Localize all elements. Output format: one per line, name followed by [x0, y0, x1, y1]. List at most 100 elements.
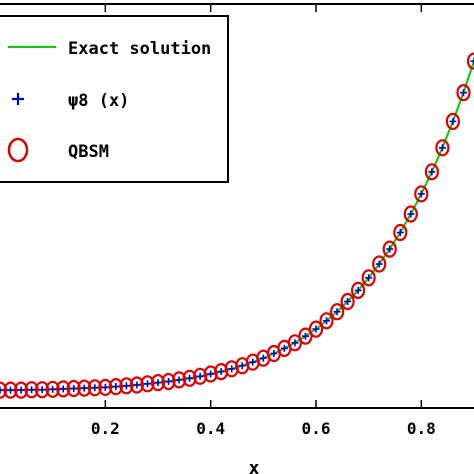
psi8-point-1: [7, 386, 15, 394]
qbsm-point-17: [172, 371, 187, 389]
psi8-point-29: [301, 332, 309, 340]
psi8-point-22: [228, 365, 236, 373]
psi8-point-35: [365, 274, 373, 282]
qbsm-point-4: [34, 381, 50, 399]
qbsm-point-34: [351, 281, 366, 299]
qbsm-point-37: [382, 240, 397, 258]
qbsm-point-16: [161, 372, 176, 391]
psi8-point-39: [407, 210, 415, 218]
psi8-point-6: [59, 385, 67, 393]
psi8-point-37: [386, 245, 394, 253]
psi8-point-30: [312, 325, 320, 333]
psi8-series: [0, 57, 474, 394]
qbsm-point-29: [298, 327, 313, 345]
qbsm-point-35: [361, 269, 376, 287]
psi8-point-17: [175, 376, 183, 384]
psi8-point-40: [417, 190, 425, 198]
legend-psi8-plus-swatch: [12, 93, 24, 105]
psi8-point-32: [333, 308, 341, 316]
psi8-point-10: [101, 383, 109, 391]
psi8-point-43: [449, 117, 457, 125]
psi8-point-8: [80, 384, 88, 392]
qbsm-point-15: [150, 374, 166, 392]
psi8-point-34: [354, 286, 362, 294]
psi8-point-24: [249, 358, 257, 366]
x-tick-label-1: 0.4: [196, 419, 225, 438]
legend-label-exact: Exact solution: [68, 39, 211, 59]
psi8-point-38: [396, 229, 404, 237]
qbsm-series: [0, 52, 474, 399]
psi8-point-33: [344, 297, 352, 305]
qbsm-point-20: [203, 365, 218, 383]
legend-label-psi8: ψ8 (x): [68, 91, 129, 111]
qbsm-point-10: [98, 378, 113, 396]
psi8-point-4: [38, 386, 46, 394]
qbsm-point-33: [340, 292, 355, 311]
psi8-point-16: [165, 377, 173, 385]
psi8-point-13: [133, 381, 141, 389]
psi8-point-9: [91, 384, 99, 392]
psi8-point-5: [49, 385, 57, 393]
psi8-point-0: [0, 386, 4, 394]
qbsm-point-0: [0, 381, 8, 399]
qbsm-point-32: [330, 303, 345, 321]
qbsm-point-30: [308, 320, 324, 338]
legend-label-qbsm: QBSM: [68, 142, 109, 162]
qbsm-point-45: [466, 52, 474, 70]
qbsm-point-28: [287, 334, 302, 352]
qbsm-point-8: [77, 379, 92, 397]
qbsm-point-12: [119, 377, 134, 395]
psi8-point-12: [122, 382, 130, 390]
psi8-point-7: [70, 385, 78, 393]
qbsm-point-1: [3, 381, 18, 399]
qbsm-point-7: [66, 379, 81, 398]
plot-area: [0, 3, 474, 409]
x-tick-label-3: 0.8: [407, 419, 436, 438]
qbsm-point-31: [319, 312, 334, 330]
qbsm-point-13: [129, 376, 144, 394]
qbsm-point-42: [435, 139, 450, 157]
qbsm-point-44: [456, 83, 471, 102]
x-axis-label: x: [249, 458, 260, 474]
psi8-point-14: [143, 380, 151, 388]
x-tick-label-0: 0.2: [91, 419, 120, 438]
qbsm-point-41: [424, 163, 439, 181]
psi8-point-27: [280, 344, 288, 352]
psi8-point-36: [375, 260, 383, 268]
psi8-point-26: [270, 349, 278, 357]
legend-box: [0, 15, 229, 183]
qbsm-point-39: [403, 205, 418, 223]
x-tick-label-2: 0.6: [302, 419, 331, 438]
psi8-point-11: [112, 383, 120, 391]
psi8-point-19: [196, 372, 204, 380]
psi8-point-25: [259, 354, 267, 362]
qbsm-point-6: [56, 380, 71, 398]
qbsm-point-3: [24, 381, 39, 399]
qbsm-point-18: [182, 369, 197, 387]
plot-frame: [0, 3, 474, 409]
psi8-point-2: [17, 386, 25, 394]
legend-qbsm-circle-swatch: [7, 137, 29, 163]
psi8-point-23: [238, 362, 246, 370]
psi8-point-42: [438, 144, 446, 152]
psi8-point-3: [28, 386, 36, 394]
qbsm-point-36: [372, 255, 387, 273]
qbsm-point-40: [414, 185, 429, 203]
legend: Exact solution ψ8 (x) QBSM: [0, 15, 229, 183]
qbsm-point-43: [445, 112, 460, 131]
qbsm-point-38: [393, 223, 408, 242]
psi8-point-41: [428, 168, 436, 176]
psi8-point-15: [154, 379, 162, 387]
psi8-point-18: [186, 374, 194, 382]
psi8-point-31: [323, 317, 331, 325]
x-axis-ticks: 0.2 0.4 0.6 0.8: [91, 4, 436, 438]
qbsm-point-9: [87, 379, 102, 397]
psi8-point-28: [291, 339, 299, 347]
qbsm-point-11: [108, 378, 124, 396]
qbsm-point-5: [45, 380, 60, 398]
qbsm-point-2: [14, 381, 29, 399]
psi8-point-44: [459, 89, 467, 97]
qbsm-point-14: [140, 375, 155, 393]
psi8-point-20: [207, 370, 215, 378]
